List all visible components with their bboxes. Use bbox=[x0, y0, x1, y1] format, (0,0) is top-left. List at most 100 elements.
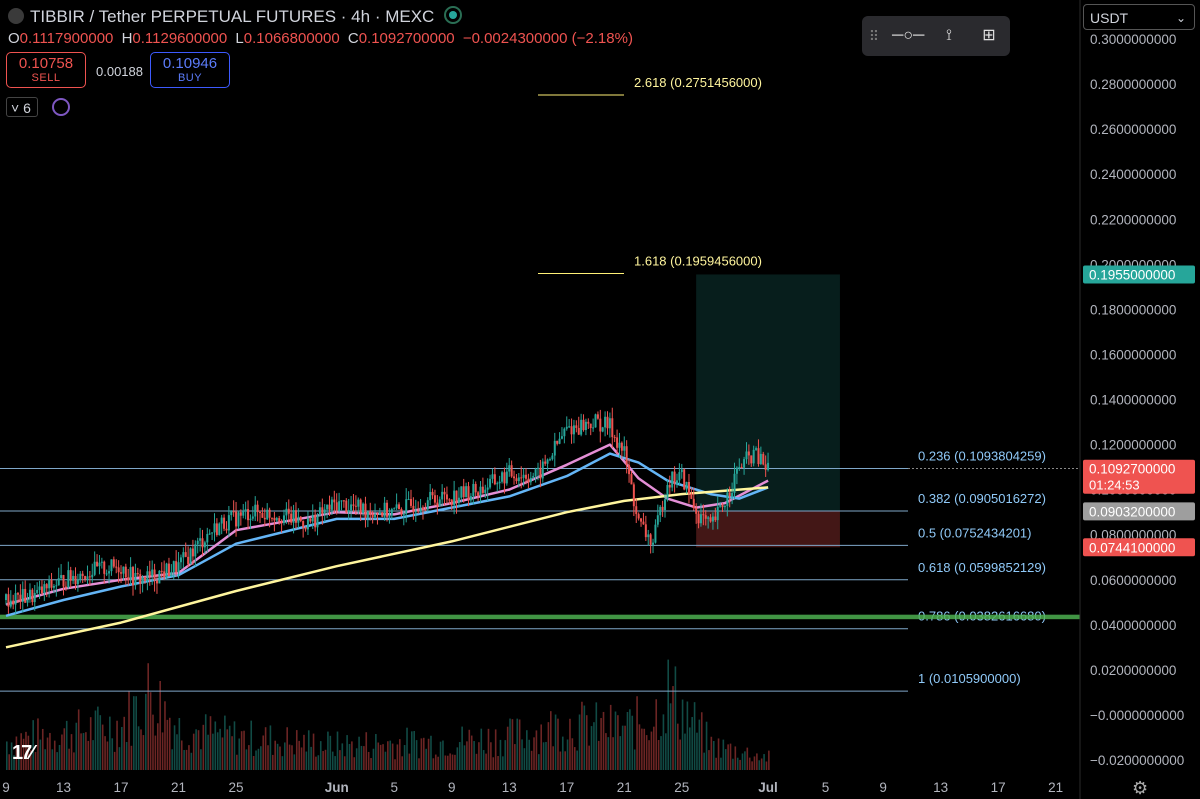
volume-bar bbox=[451, 754, 454, 770]
volume-bar bbox=[303, 734, 305, 770]
volume-bar bbox=[214, 721, 217, 770]
candle-body bbox=[50, 579, 53, 588]
candle-body bbox=[211, 532, 214, 534]
crosshair-box-icon[interactable]: ⊞ bbox=[982, 27, 996, 44]
volume-bar bbox=[523, 748, 526, 770]
candle-body bbox=[683, 469, 686, 490]
sell-label: SELL bbox=[31, 72, 61, 84]
candle-body bbox=[376, 513, 379, 515]
volume-bar bbox=[216, 732, 219, 770]
candle-body bbox=[81, 573, 84, 577]
high-value: 0.1129600000 bbox=[132, 30, 228, 47]
horizontal-ray-icon[interactable]: ─○─ bbox=[892, 27, 925, 44]
volume-bar bbox=[27, 735, 30, 770]
volume-bar bbox=[164, 701, 166, 770]
volume-bar bbox=[499, 739, 502, 770]
sell-button[interactable]: 0.10758 SELL bbox=[6, 52, 86, 88]
candle-body bbox=[7, 594, 10, 607]
price-tick-label: 0.1400000000 bbox=[1090, 393, 1176, 408]
volume-bar bbox=[631, 715, 634, 770]
candle-body bbox=[311, 514, 314, 522]
candle-body bbox=[671, 471, 674, 488]
volume-bar bbox=[245, 749, 248, 770]
volume-bar bbox=[375, 734, 377, 770]
drag-handle-icon[interactable]: ⠿ bbox=[868, 28, 880, 44]
candle-body bbox=[503, 472, 506, 484]
volume-bar bbox=[581, 701, 583, 770]
volume-bar bbox=[732, 758, 734, 770]
sell-price: 0.10758 bbox=[18, 55, 74, 72]
candle-body bbox=[433, 495, 436, 503]
buy-price: 0.10946 bbox=[162, 55, 218, 72]
candle-body bbox=[40, 586, 43, 594]
volume-bar bbox=[516, 718, 519, 770]
indicators-toggle[interactable]: ˅ 6 bbox=[6, 97, 38, 117]
volume-bar bbox=[485, 753, 487, 770]
candle-body bbox=[172, 561, 175, 572]
sync-icon[interactable] bbox=[52, 98, 71, 116]
candle-body bbox=[556, 440, 559, 444]
candle-body bbox=[721, 504, 724, 508]
candle-body bbox=[115, 566, 118, 568]
volume-bar bbox=[226, 729, 229, 770]
volume-bar bbox=[514, 744, 516, 770]
volume-bar bbox=[434, 754, 437, 770]
candle-body bbox=[153, 569, 156, 581]
candle-body bbox=[630, 474, 633, 485]
candle-body bbox=[580, 419, 583, 435]
time-tick-label: Jun bbox=[325, 780, 349, 795]
candle-body bbox=[702, 514, 705, 516]
support-zone-band bbox=[0, 614, 1080, 620]
volume-bar bbox=[339, 750, 341, 770]
candle-body bbox=[160, 570, 163, 572]
volume-bar bbox=[142, 735, 145, 770]
volume-bar bbox=[257, 748, 260, 770]
candle-body bbox=[515, 478, 518, 482]
candle-body bbox=[563, 428, 566, 437]
candle-body bbox=[448, 499, 451, 501]
candle-body bbox=[220, 517, 223, 524]
currency-select[interactable]: USDT ⌄ bbox=[1083, 4, 1195, 30]
volume-bar bbox=[506, 726, 509, 770]
price-tick-label: 0.0200000000 bbox=[1090, 663, 1176, 678]
volume-bar bbox=[334, 756, 336, 770]
volume-bar bbox=[283, 742, 286, 770]
volume-bar bbox=[413, 731, 415, 770]
volume-bar bbox=[6, 741, 8, 770]
volume-bar bbox=[300, 747, 303, 770]
time-tick-label: 17 bbox=[991, 780, 1006, 795]
vertical-measure-icon[interactable]: ⟟ bbox=[946, 27, 952, 44]
volume-bar bbox=[197, 730, 200, 770]
volume-bar bbox=[351, 741, 353, 770]
candle-body bbox=[330, 499, 333, 510]
gear-icon[interactable]: ⚙ bbox=[1132, 778, 1149, 798]
chart-header: TIBBIR / Tether PERPETUAL FUTURES · 4h ·… bbox=[8, 6, 463, 27]
volume-bar bbox=[408, 753, 411, 770]
candle-body bbox=[455, 490, 458, 503]
volume-bar bbox=[437, 756, 439, 770]
candle-body bbox=[757, 448, 760, 465]
volume-bar bbox=[39, 739, 42, 770]
volume-bar bbox=[372, 748, 375, 770]
buy-button[interactable]: 0.10946 BUY bbox=[150, 52, 230, 88]
volume-bar bbox=[140, 729, 142, 770]
price-label-box bbox=[1083, 265, 1195, 284]
volume-bar bbox=[159, 680, 161, 770]
candle-body bbox=[139, 574, 142, 584]
volume-bar bbox=[221, 737, 224, 770]
volume-bar bbox=[540, 724, 542, 770]
candle-body bbox=[407, 499, 410, 501]
volume-bar bbox=[446, 755, 449, 770]
candle-body bbox=[52, 585, 55, 588]
volume-bar bbox=[121, 727, 123, 770]
candle-body bbox=[664, 499, 667, 511]
candle-body bbox=[747, 451, 750, 456]
volume-bar bbox=[252, 756, 255, 770]
candle-body bbox=[465, 486, 468, 497]
volume-bar bbox=[29, 750, 32, 770]
price-axis: 0.3000000000 0.2800000000 0.2600000000 0.24… bbox=[1079, 0, 1184, 799]
candle-body bbox=[86, 576, 89, 580]
time-tick-label: 25 bbox=[674, 780, 689, 795]
volume-bar bbox=[511, 719, 514, 770]
